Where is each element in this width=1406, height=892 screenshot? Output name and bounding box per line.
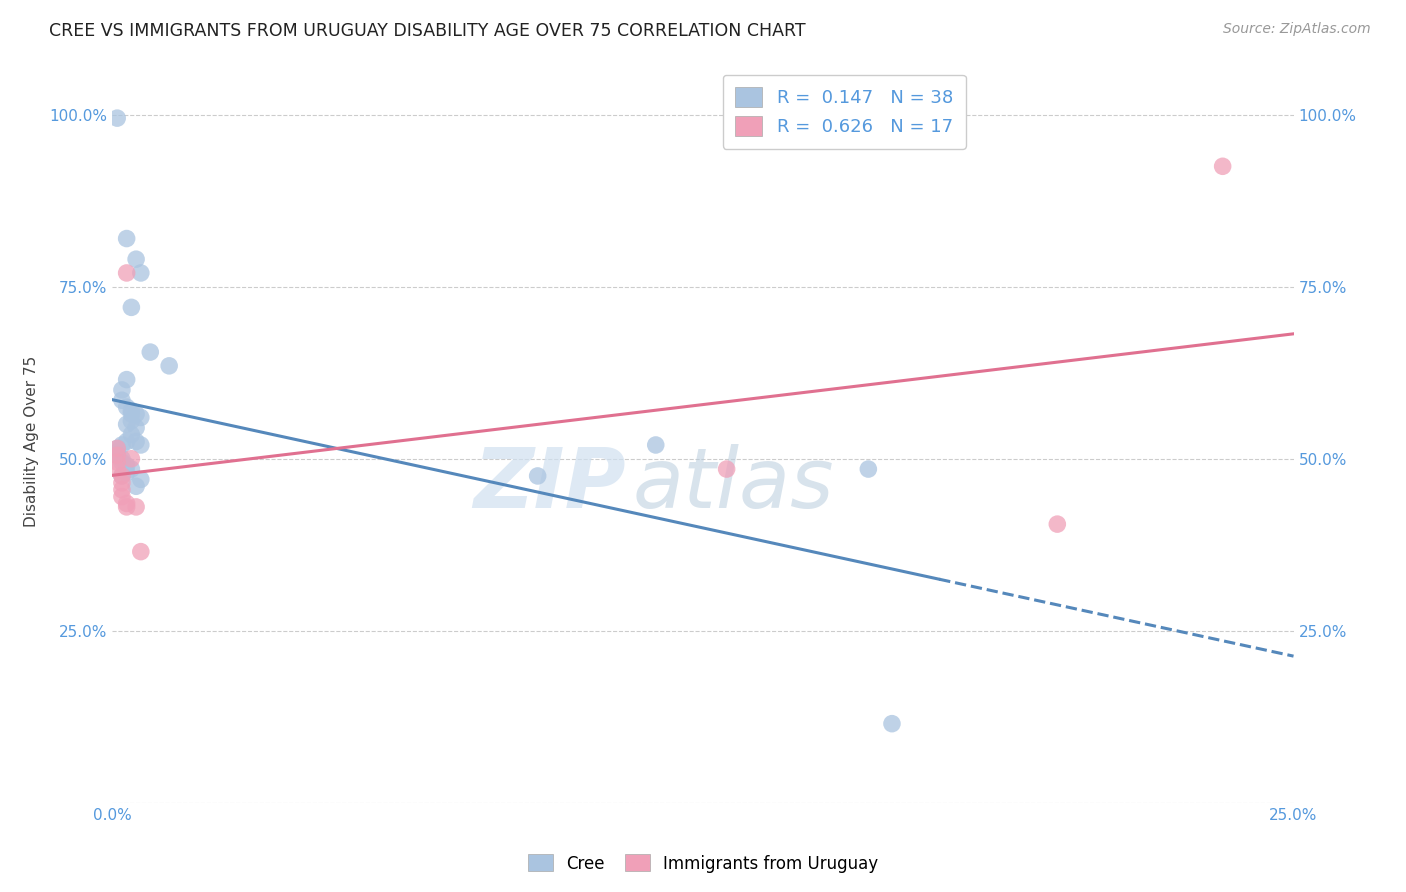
Point bbox=[105, 111, 128, 125]
Point bbox=[880, 716, 903, 731]
Point bbox=[115, 434, 138, 449]
Point bbox=[120, 414, 142, 428]
Text: ZIP: ZIP bbox=[474, 444, 626, 525]
Point bbox=[115, 458, 138, 473]
Point bbox=[129, 266, 152, 280]
Point bbox=[115, 373, 138, 387]
Point bbox=[526, 469, 548, 483]
Point bbox=[111, 469, 134, 483]
Point bbox=[115, 400, 138, 414]
Point bbox=[111, 469, 134, 483]
Point bbox=[120, 462, 142, 476]
Text: CREE VS IMMIGRANTS FROM URUGUAY DISABILITY AGE OVER 75 CORRELATION CHART: CREE VS IMMIGRANTS FROM URUGUAY DISABILI… bbox=[49, 22, 806, 40]
Point bbox=[111, 451, 134, 466]
Point bbox=[120, 451, 142, 466]
Legend: Cree, Immigrants from Uruguay: Cree, Immigrants from Uruguay bbox=[522, 847, 884, 880]
Point bbox=[125, 479, 148, 493]
Point bbox=[105, 442, 128, 456]
Point bbox=[139, 345, 162, 359]
Text: Source: ZipAtlas.com: Source: ZipAtlas.com bbox=[1223, 22, 1371, 37]
Point bbox=[115, 417, 138, 432]
Point bbox=[125, 407, 148, 421]
Point bbox=[129, 472, 152, 486]
Point bbox=[716, 462, 738, 476]
Point bbox=[115, 231, 138, 245]
Point bbox=[125, 252, 148, 267]
Text: atlas: atlas bbox=[633, 444, 834, 525]
Point bbox=[105, 448, 128, 462]
Point bbox=[111, 383, 134, 397]
Point bbox=[129, 438, 152, 452]
Point bbox=[111, 438, 134, 452]
Point bbox=[157, 359, 180, 373]
Point bbox=[111, 455, 134, 469]
Point bbox=[115, 500, 138, 514]
Point bbox=[644, 438, 666, 452]
Point bbox=[120, 427, 142, 442]
Point bbox=[111, 393, 134, 408]
Point bbox=[858, 462, 880, 476]
Point bbox=[120, 407, 142, 421]
Point bbox=[125, 421, 148, 435]
Point bbox=[120, 301, 142, 315]
Point bbox=[129, 410, 152, 425]
Point bbox=[105, 445, 128, 459]
Point bbox=[111, 475, 134, 490]
Point bbox=[105, 442, 128, 456]
Point bbox=[111, 490, 134, 504]
Y-axis label: Disability Age Over 75: Disability Age Over 75 bbox=[24, 356, 38, 527]
Point bbox=[105, 462, 128, 476]
Point bbox=[115, 496, 138, 510]
Point bbox=[105, 455, 128, 469]
Point bbox=[129, 544, 152, 558]
Point bbox=[1046, 517, 1069, 532]
Point bbox=[111, 483, 134, 497]
Point bbox=[120, 403, 142, 417]
Point bbox=[125, 434, 148, 449]
Point bbox=[105, 448, 128, 462]
Point bbox=[115, 266, 138, 280]
Point bbox=[1212, 159, 1234, 173]
Point bbox=[115, 466, 138, 480]
Legend: R =  0.147   N = 38, R =  0.626   N = 17: R = 0.147 N = 38, R = 0.626 N = 17 bbox=[723, 75, 966, 149]
Point bbox=[125, 500, 148, 514]
